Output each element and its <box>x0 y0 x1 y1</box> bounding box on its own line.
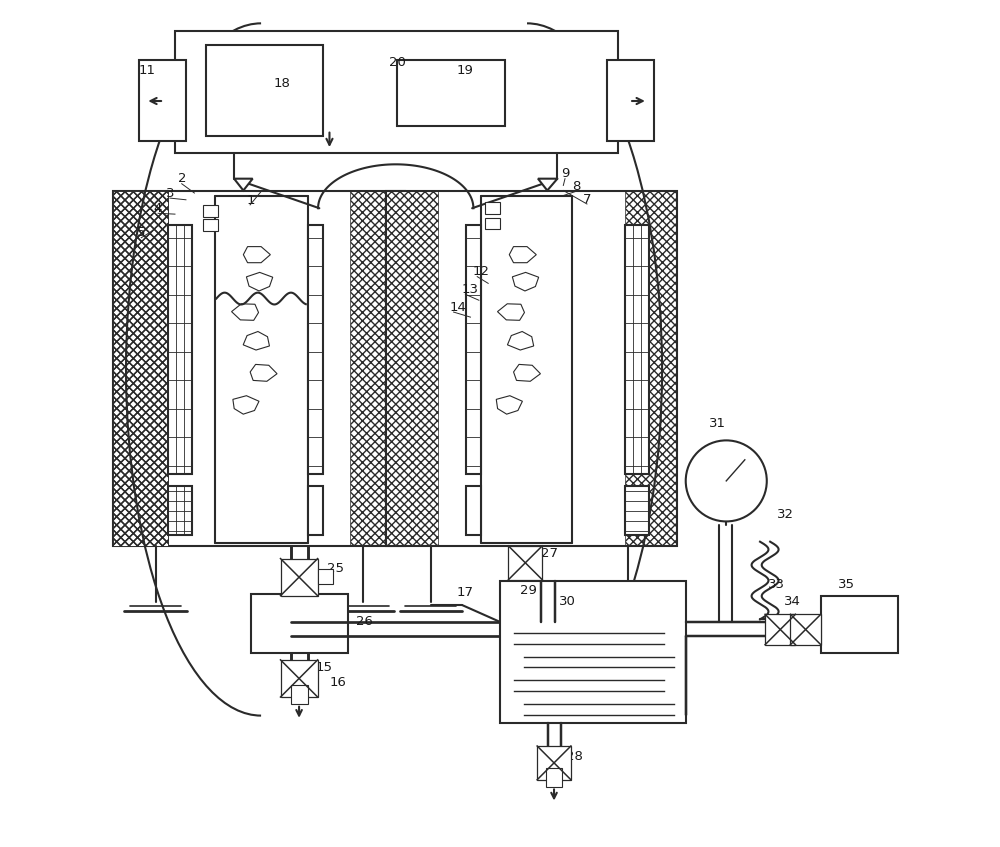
Bar <box>113 191 168 546</box>
Bar <box>625 486 649 535</box>
Text: 19: 19 <box>456 64 473 77</box>
Bar <box>386 191 438 546</box>
Text: 1: 1 <box>247 193 255 207</box>
Bar <box>203 205 218 217</box>
Text: 8: 8 <box>572 180 580 193</box>
Text: 13: 13 <box>461 283 478 296</box>
Polygon shape <box>507 331 534 350</box>
Polygon shape <box>246 273 273 291</box>
Polygon shape <box>250 364 277 381</box>
Text: 3: 3 <box>166 187 174 200</box>
Text: 17: 17 <box>456 586 473 599</box>
Polygon shape <box>232 304 259 320</box>
Circle shape <box>686 440 767 522</box>
Bar <box>466 225 481 474</box>
Text: 16: 16 <box>329 677 346 689</box>
Bar <box>350 191 405 546</box>
Bar <box>607 60 654 141</box>
Bar <box>281 660 318 697</box>
Bar <box>508 546 542 579</box>
Text: 9: 9 <box>561 168 569 180</box>
Text: 7: 7 <box>583 192 591 206</box>
Polygon shape <box>514 364 540 381</box>
Text: 28: 28 <box>566 750 583 763</box>
Text: 31: 31 <box>709 418 726 430</box>
Bar <box>386 191 677 546</box>
Text: 34: 34 <box>784 595 801 607</box>
Bar <box>168 225 192 474</box>
Bar <box>308 486 323 535</box>
Text: 35: 35 <box>838 578 855 590</box>
Bar <box>175 31 618 153</box>
Text: 26: 26 <box>356 615 373 628</box>
Text: 2: 2 <box>178 173 186 185</box>
Bar <box>537 746 571 780</box>
Polygon shape <box>243 246 270 263</box>
Bar <box>206 45 323 136</box>
Bar <box>168 486 192 535</box>
Bar <box>251 594 348 653</box>
Bar <box>485 202 500 214</box>
Bar <box>139 60 186 141</box>
Bar <box>485 218 500 230</box>
Bar <box>546 768 562 787</box>
Text: 29: 29 <box>520 584 537 596</box>
Bar <box>308 225 323 474</box>
Bar <box>113 191 168 546</box>
Bar <box>113 191 405 546</box>
Polygon shape <box>243 331 269 350</box>
Bar <box>318 568 333 584</box>
Bar <box>291 685 308 704</box>
Text: 25: 25 <box>327 562 344 575</box>
Text: 18: 18 <box>274 77 291 90</box>
Bar <box>625 225 649 474</box>
Polygon shape <box>497 304 524 320</box>
Polygon shape <box>509 246 536 263</box>
Text: 14: 14 <box>449 301 466 313</box>
Text: 33: 33 <box>768 578 785 590</box>
Text: 15: 15 <box>316 662 333 674</box>
Bar <box>281 558 318 595</box>
Text: 4: 4 <box>154 202 162 215</box>
Bar <box>466 486 481 535</box>
Bar <box>790 614 821 645</box>
Bar <box>500 581 686 723</box>
Polygon shape <box>512 273 539 291</box>
Text: 5: 5 <box>137 226 145 240</box>
Bar <box>821 595 898 653</box>
Bar <box>203 219 218 231</box>
Text: 30: 30 <box>559 595 576 607</box>
Text: 11: 11 <box>139 64 156 77</box>
Bar <box>765 614 795 645</box>
Bar <box>625 191 677 546</box>
Text: 27: 27 <box>541 547 558 560</box>
Text: 32: 32 <box>777 507 794 521</box>
Text: 20: 20 <box>389 56 405 69</box>
Polygon shape <box>496 396 522 414</box>
Polygon shape <box>234 179 253 191</box>
Polygon shape <box>538 179 557 191</box>
Polygon shape <box>233 396 259 414</box>
Bar <box>397 60 505 126</box>
Text: 12: 12 <box>473 265 490 279</box>
